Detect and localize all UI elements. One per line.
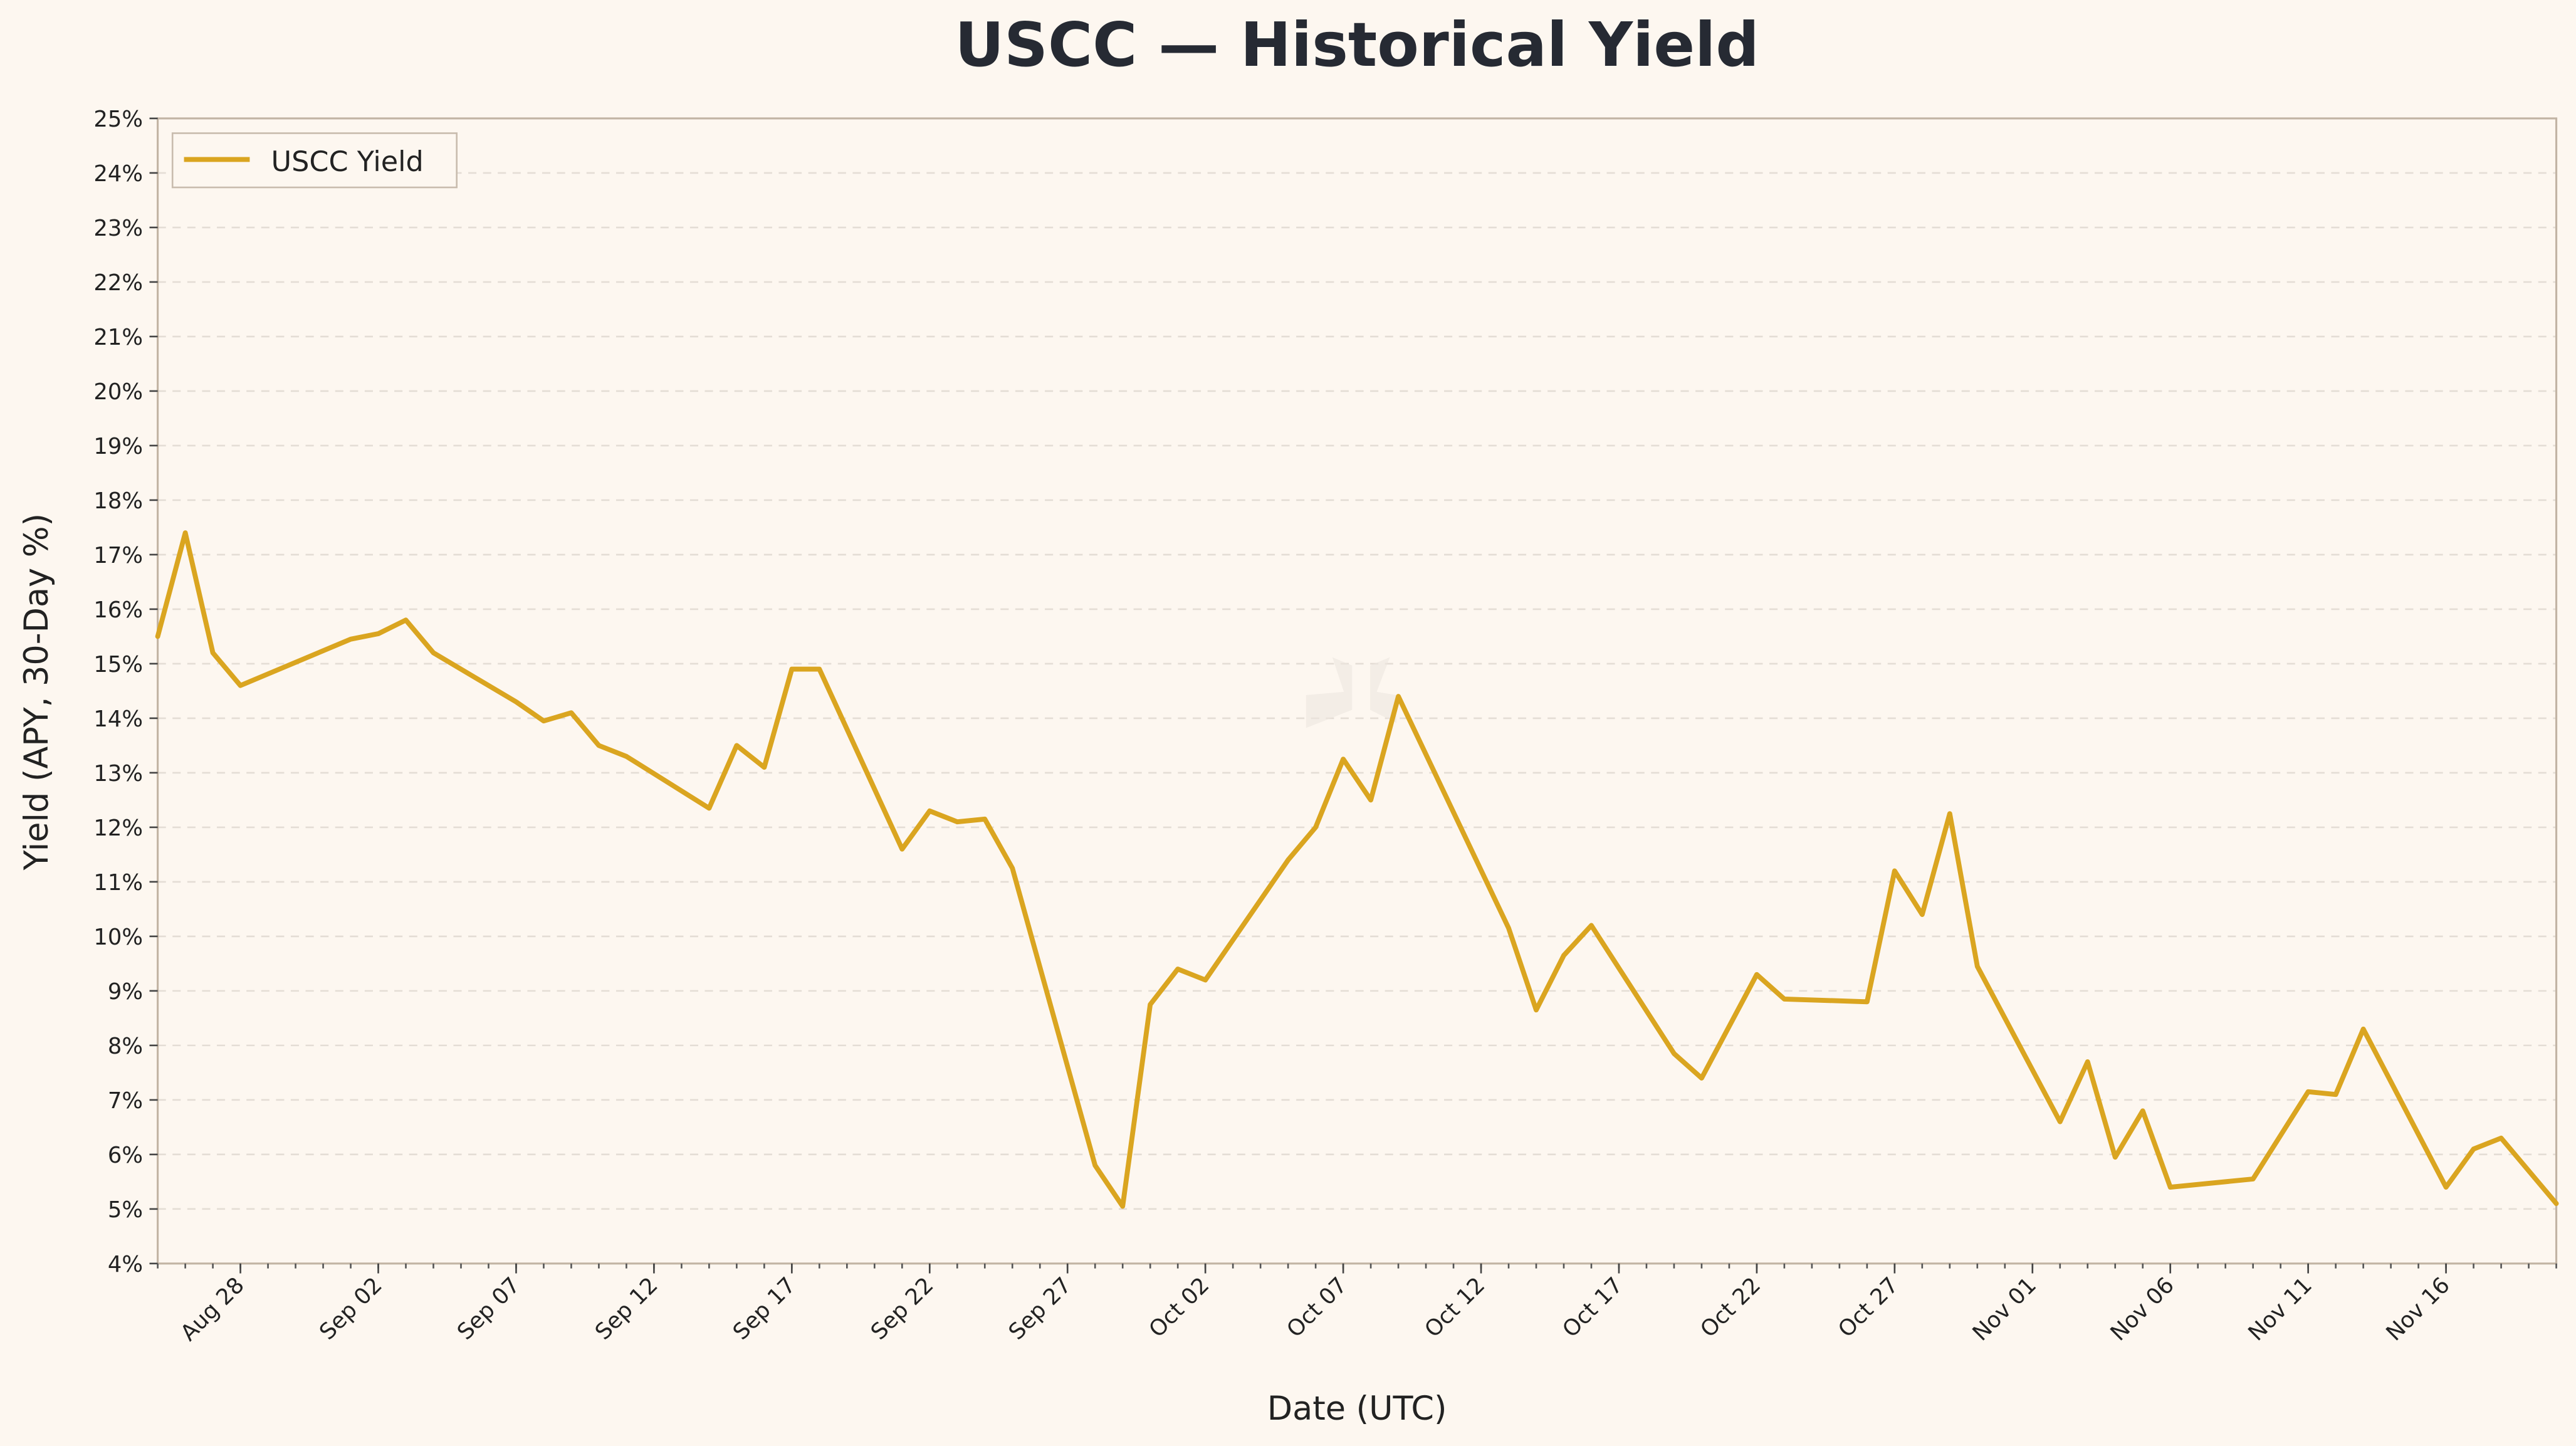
y-tick-label: 8% [108, 1034, 143, 1059]
grid [157, 172, 2557, 1210]
y-tick-label: 23% [93, 216, 143, 241]
legend: USCC Yield [171, 132, 458, 189]
y-tick-label: 20% [93, 379, 143, 405]
y-tick-label: 5% [108, 1197, 143, 1223]
y-tick-label: 22% [93, 270, 143, 296]
legend-label: USCC Yield [271, 145, 423, 178]
y-tick-label: 17% [93, 543, 143, 568]
plot-frame [157, 117, 2558, 1265]
y-tick-label: 4% [108, 1252, 143, 1277]
y-tick-label: 6% [108, 1143, 143, 1168]
y-tick-label: 19% [93, 434, 143, 459]
y-tick-label: 14% [93, 706, 143, 732]
y-tick-label: 18% [93, 488, 143, 514]
y-tick-label: 12% [93, 815, 143, 841]
y-tick-label: 7% [108, 1088, 143, 1114]
series-line-uscc-yield [155, 530, 2559, 1209]
y-tick-label: 16% [93, 597, 143, 623]
y-tick-label: 13% [93, 761, 143, 787]
y-tick-label: 15% [93, 652, 143, 678]
legend-box [171, 132, 458, 189]
y-axis-label: Yield (APY, 30-Day %) [18, 513, 56, 871]
y-tick-label: 24% [93, 161, 143, 187]
y-tick-label: 11% [93, 870, 143, 896]
y-axis: 4% 5% 6% 7% 8% 9% 10% 11% 12% 13% 14% 15% 16% 17% 18% 1… [93, 107, 158, 1277]
x-axis-label: Date (UTC) [1267, 1390, 1447, 1428]
y-tick-label: 9% [108, 979, 143, 1005]
y-tick-label: 21% [93, 325, 143, 350]
watermark-logo [1306, 657, 1396, 728]
y-tick-label: 10% [93, 925, 143, 950]
chart-title: USCC — Historical Yield [955, 9, 1759, 80]
y-tick-label: 25% [93, 107, 143, 132]
